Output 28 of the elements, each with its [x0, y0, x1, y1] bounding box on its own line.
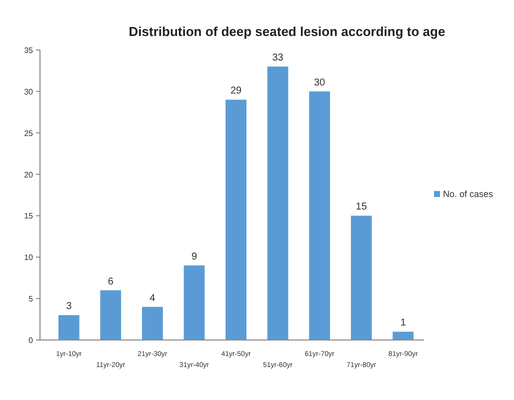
- bar: [100, 290, 122, 340]
- bar: [309, 91, 330, 340]
- bar: [184, 265, 205, 340]
- y-tick-label: 30: [24, 87, 34, 96]
- y-tick-label: 10: [24, 253, 34, 262]
- bar: [392, 332, 414, 340]
- y-tick-label: 20: [24, 170, 34, 180]
- y-tick-label: 35: [24, 46, 34, 55]
- data-label: 30: [314, 77, 326, 88]
- legend-label: No. of cases: [443, 189, 494, 199]
- data-label: 15: [356, 202, 368, 213]
- data-label: 3: [66, 301, 72, 312]
- bar: [58, 315, 80, 340]
- y-tick-label: 15: [24, 212, 34, 221]
- data-label: 1: [400, 318, 406, 329]
- data-label: 4: [150, 292, 156, 304]
- bar: [226, 100, 246, 340]
- data-label: 29: [230, 86, 242, 97]
- bar: [142, 306, 163, 340]
- y-tick-label: 25: [24, 128, 34, 138]
- data-label: 6: [108, 276, 114, 288]
- y-tick-label: 5: [28, 294, 34, 304]
- bar: [267, 66, 288, 340]
- bar: [350, 216, 372, 340]
- y-tick-label: 0: [28, 336, 34, 345]
- data-label: 9: [191, 251, 198, 262]
- chart-title: Distribution of deep seated lesion according to age: [128, 24, 446, 39]
- data-label: 33: [272, 52, 284, 64]
